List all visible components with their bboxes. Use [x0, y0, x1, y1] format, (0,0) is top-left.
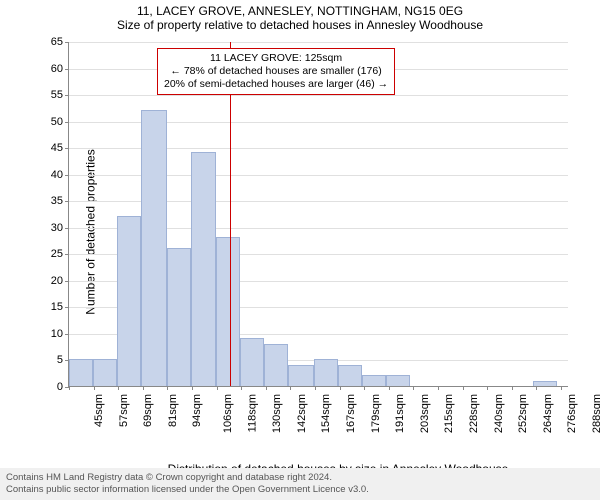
title-line2: Size of property relative to detached ho…	[0, 18, 600, 32]
x-tick-label: 288sqm	[591, 394, 600, 433]
x-tick	[69, 386, 70, 390]
y-tick	[65, 122, 69, 123]
y-tick-label: 50	[41, 116, 63, 128]
histogram-bar	[314, 359, 338, 386]
y-tick	[65, 175, 69, 176]
histogram-bar	[338, 365, 362, 386]
x-tick	[438, 386, 439, 390]
y-tick-label: 55	[41, 89, 63, 101]
y-tick	[65, 148, 69, 149]
x-tick	[364, 386, 365, 390]
x-tick	[463, 386, 464, 390]
y-tick-label: 10	[41, 328, 63, 340]
y-tick-label: 5	[41, 354, 63, 366]
y-tick	[65, 201, 69, 202]
x-tick	[487, 386, 488, 390]
x-tick	[217, 386, 218, 390]
histogram-bar	[117, 216, 141, 386]
x-tick	[413, 386, 414, 390]
y-tick	[65, 307, 69, 308]
x-tick	[266, 386, 267, 390]
histogram-bar	[264, 344, 288, 386]
x-tick-label: 57sqm	[118, 394, 130, 427]
x-tick-label: 215sqm	[444, 394, 456, 433]
y-tick-label: 15	[41, 301, 63, 313]
y-tick-label: 60	[41, 63, 63, 75]
x-tick	[192, 386, 193, 390]
x-tick-label: 276sqm	[567, 394, 579, 433]
x-tick	[143, 386, 144, 390]
x-tick	[389, 386, 390, 390]
x-tick	[315, 386, 316, 390]
x-tick-label: 191sqm	[394, 394, 406, 433]
attribution-footer: Contains HM Land Registry data © Crown c…	[0, 468, 600, 500]
grid-line	[69, 42, 568, 43]
histogram-bar	[216, 237, 240, 386]
x-tick	[561, 386, 562, 390]
histogram-bar	[141, 110, 167, 386]
x-tick	[118, 386, 119, 390]
histogram-bar	[288, 365, 314, 386]
histogram-bar	[191, 152, 215, 386]
histogram-bar	[386, 375, 410, 386]
y-tick-label: 25	[41, 248, 63, 260]
footer-line1: Contains HM Land Registry data © Crown c…	[6, 472, 594, 484]
x-tick-label: 240sqm	[493, 394, 505, 433]
footer-line2: Contains public sector information licen…	[6, 484, 594, 496]
x-tick	[94, 386, 95, 390]
x-tick-label: 228sqm	[468, 394, 480, 433]
x-tick-label: 167sqm	[345, 394, 357, 433]
x-tick-label: 81sqm	[167, 394, 179, 427]
annotation-line2: ← 78% of detached houses are smaller (17…	[164, 65, 388, 78]
x-tick	[167, 386, 168, 390]
y-tick-label: 45	[41, 142, 63, 154]
x-tick-label: 154sqm	[321, 394, 333, 433]
annotation-box: 11 LACEY GROVE: 125sqm← 78% of detached …	[157, 48, 395, 95]
histogram-bar	[167, 248, 191, 386]
x-tick-label: 94sqm	[191, 394, 203, 427]
histogram-bar	[93, 359, 117, 386]
x-tick-label: 130sqm	[271, 394, 283, 433]
x-tick	[290, 386, 291, 390]
annotation-line1: 11 LACEY GROVE: 125sqm	[164, 52, 388, 65]
y-tick-label: 65	[41, 36, 63, 48]
x-tick	[512, 386, 513, 390]
x-tick	[536, 386, 537, 390]
histogram-bar	[69, 359, 93, 386]
x-tick-label: 179sqm	[370, 394, 382, 433]
y-tick-label: 0	[41, 381, 63, 393]
y-tick	[65, 69, 69, 70]
x-tick-label: 252sqm	[517, 394, 529, 433]
x-tick	[241, 386, 242, 390]
x-tick-label: 203sqm	[419, 394, 431, 433]
y-tick-label: 40	[41, 169, 63, 181]
y-tick-label: 30	[41, 222, 63, 234]
x-tick-label: 118sqm	[246, 394, 258, 432]
chart-title-block: 11, LACEY GROVE, ANNESLEY, NOTTINGHAM, N…	[0, 0, 600, 34]
y-tick	[65, 95, 69, 96]
histogram-bar	[240, 338, 264, 386]
y-tick-label: 35	[41, 195, 63, 207]
x-tick-label: 45sqm	[93, 394, 105, 427]
x-tick-label: 69sqm	[142, 394, 154, 427]
annotation-line3: 20% of semi-detached houses are larger (…	[164, 78, 388, 91]
y-tick	[65, 281, 69, 282]
title-line1: 11, LACEY GROVE, ANNESLEY, NOTTINGHAM, N…	[0, 4, 600, 18]
x-tick	[340, 386, 341, 390]
y-tick-label: 20	[41, 275, 63, 287]
y-tick	[65, 334, 69, 335]
y-tick	[65, 228, 69, 229]
x-tick-label: 142sqm	[296, 394, 308, 433]
plot-area: 0510152025303540455055606545sqm57sqm69sq…	[68, 42, 568, 387]
histogram-bar	[362, 375, 386, 386]
x-tick-label: 264sqm	[542, 394, 554, 433]
x-tick-label: 106sqm	[222, 394, 234, 433]
chart-container: Number of detached properties 0510152025…	[40, 42, 580, 422]
y-tick	[65, 254, 69, 255]
y-tick	[65, 42, 69, 43]
